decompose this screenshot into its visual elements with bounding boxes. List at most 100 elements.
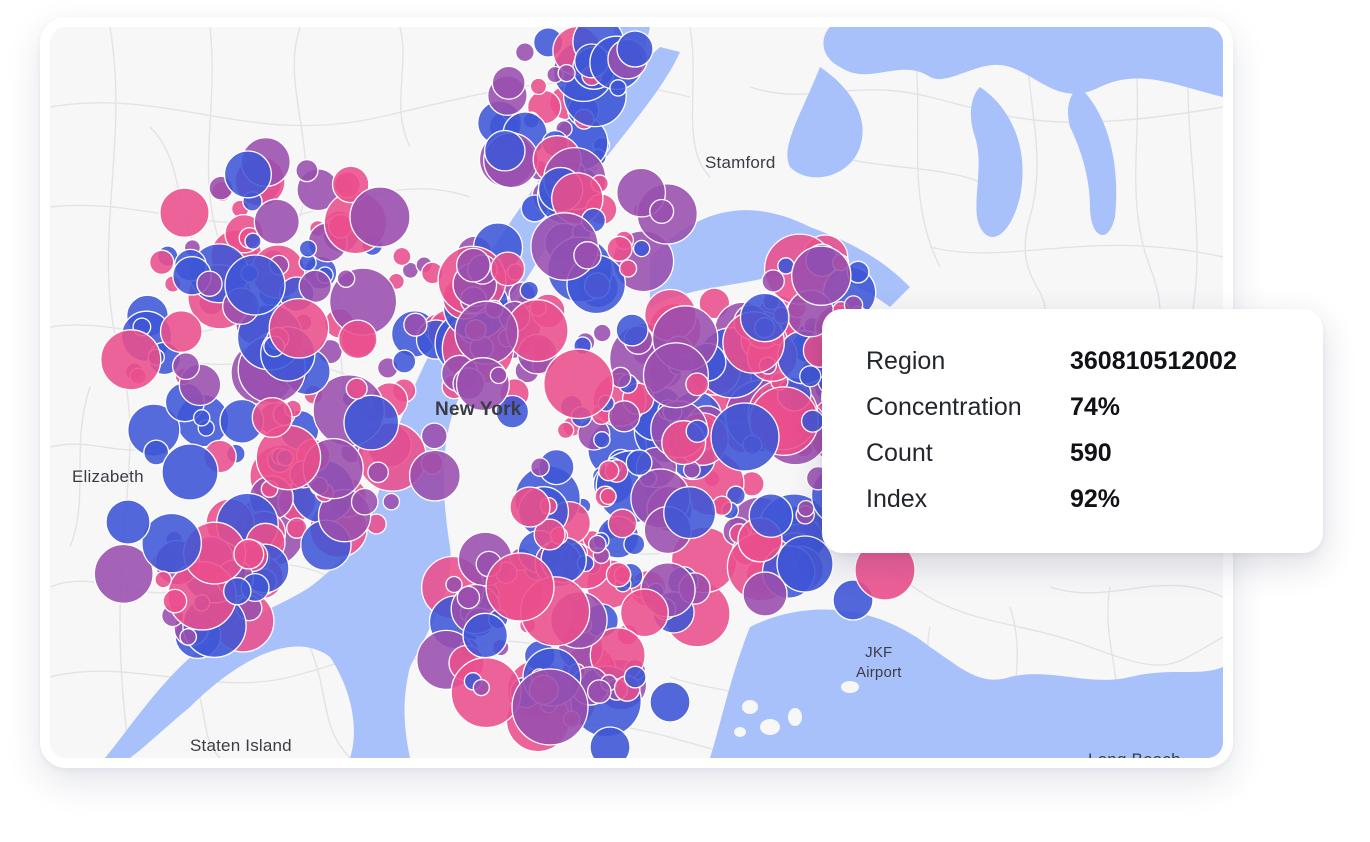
density-bubble[interactable] bbox=[154, 570, 173, 589]
density-bubble[interactable] bbox=[663, 486, 717, 540]
density-bubble[interactable] bbox=[345, 377, 368, 400]
density-bubble[interactable] bbox=[742, 571, 788, 617]
density-bubble[interactable] bbox=[233, 538, 265, 570]
density-bubble[interactable] bbox=[93, 543, 154, 604]
density-bubble[interactable] bbox=[392, 246, 412, 267]
density-bubble[interactable] bbox=[592, 323, 612, 343]
density-bubble[interactable] bbox=[800, 409, 825, 433]
density-bubble[interactable] bbox=[573, 241, 602, 270]
density-bubble[interactable] bbox=[649, 198, 675, 224]
density-bubble[interactable] bbox=[192, 409, 211, 427]
density-bubble[interactable] bbox=[489, 366, 508, 385]
density-bubble[interactable] bbox=[511, 668, 589, 746]
density-bubble[interactable] bbox=[623, 533, 646, 556]
density-bubble[interactable] bbox=[625, 449, 653, 477]
density-bubble[interactable] bbox=[223, 576, 252, 606]
density-bubble[interactable] bbox=[331, 165, 370, 204]
density-bubble[interactable] bbox=[420, 422, 448, 450]
density-bubble[interactable] bbox=[685, 419, 710, 443]
density-bubble[interactable] bbox=[483, 129, 526, 172]
density-bubble[interactable] bbox=[543, 348, 614, 420]
density-bubble[interactable] bbox=[295, 158, 319, 183]
density-bubble[interactable] bbox=[454, 300, 519, 365]
density-bubble[interactable] bbox=[251, 396, 293, 439]
density-bubble[interactable] bbox=[179, 628, 198, 646]
density-bubble[interactable] bbox=[392, 349, 417, 374]
density-bubble[interactable] bbox=[337, 319, 378, 360]
density-bubble[interactable] bbox=[490, 251, 526, 287]
density-bubble[interactable] bbox=[593, 431, 611, 449]
density-bubble[interactable] bbox=[649, 681, 691, 723]
density-bubble[interactable] bbox=[403, 312, 428, 337]
density-bubble[interactable] bbox=[609, 79, 627, 97]
density-bubble[interactable] bbox=[141, 512, 202, 574]
density-bubble[interactable] bbox=[605, 561, 632, 588]
density-bubbles[interactable] bbox=[93, 27, 916, 758]
density-bubble[interactable] bbox=[143, 439, 170, 466]
density-bubble[interactable] bbox=[533, 518, 566, 551]
density-bubble[interactable] bbox=[244, 232, 262, 250]
density-bubble[interactable] bbox=[557, 63, 576, 83]
density-bubble[interactable] bbox=[761, 269, 785, 293]
density-bubble[interactable] bbox=[739, 292, 790, 343]
density-bubble[interactable] bbox=[350, 487, 379, 516]
density-bubble[interactable] bbox=[776, 535, 834, 593]
density-bubble[interactable] bbox=[632, 239, 651, 258]
density-bubble[interactable] bbox=[530, 457, 550, 477]
density-bubble[interactable] bbox=[408, 449, 461, 502]
density-bubble[interactable] bbox=[748, 493, 794, 538]
density-bubble[interactable] bbox=[382, 492, 401, 511]
density-bubble[interactable] bbox=[529, 77, 548, 96]
density-bubble[interactable] bbox=[298, 269, 332, 304]
density-bubble[interactable] bbox=[253, 198, 300, 245]
density-bubble[interactable] bbox=[159, 187, 210, 238]
density-bubble[interactable] bbox=[171, 352, 201, 381]
density-bubble[interactable] bbox=[336, 269, 356, 288]
density-bubble[interactable] bbox=[343, 394, 400, 451]
density-bubble[interactable] bbox=[599, 487, 617, 506]
density-bubble[interactable] bbox=[223, 150, 272, 199]
density-bubble[interactable] bbox=[105, 499, 151, 545]
density-bubble[interactable] bbox=[472, 678, 490, 697]
density-bubble[interactable] bbox=[598, 460, 620, 482]
density-bubble[interactable] bbox=[623, 665, 647, 689]
density-bubble[interactable] bbox=[196, 270, 223, 297]
density-bubble[interactable] bbox=[495, 394, 530, 429]
density-bubble[interactable] bbox=[791, 245, 852, 306]
density-bubble[interactable] bbox=[606, 235, 633, 262]
density-bubble[interactable] bbox=[455, 247, 491, 283]
density-bubble[interactable] bbox=[162, 588, 188, 614]
density-bubble[interactable] bbox=[224, 254, 286, 316]
density-bubble[interactable] bbox=[519, 280, 540, 301]
density-bubble[interactable] bbox=[100, 329, 162, 391]
density-bubble[interactable] bbox=[615, 313, 649, 347]
density-bubble[interactable] bbox=[161, 443, 219, 501]
density-bubble[interactable] bbox=[587, 534, 607, 554]
density-bubble[interactable] bbox=[589, 726, 631, 758]
density-bubble[interactable] bbox=[556, 421, 575, 440]
density-bubble[interactable] bbox=[485, 552, 555, 622]
density-bubble[interactable] bbox=[148, 249, 175, 276]
density-bubble[interactable] bbox=[268, 297, 330, 359]
tooltip-row-region: Region 360810512002 bbox=[866, 347, 1306, 379]
density-bubble[interactable] bbox=[509, 486, 551, 528]
density-bubble[interactable] bbox=[491, 65, 526, 100]
density-bubble[interactable] bbox=[159, 310, 203, 353]
density-bubble[interactable] bbox=[607, 508, 638, 539]
density-bubble[interactable] bbox=[367, 461, 389, 484]
density-bubble[interactable] bbox=[616, 30, 654, 68]
density-bubble[interactable] bbox=[797, 499, 815, 518]
density-bubble[interactable] bbox=[462, 612, 509, 659]
density-bubble[interactable] bbox=[514, 42, 535, 63]
density-bubble[interactable] bbox=[349, 186, 411, 248]
density-bubble[interactable] bbox=[586, 679, 612, 704]
density-bubble[interactable] bbox=[445, 575, 463, 594]
density-bubble[interactable] bbox=[618, 259, 638, 278]
density-bubble[interactable] bbox=[685, 372, 710, 397]
density-bubble[interactable] bbox=[608, 400, 641, 433]
density-bubble[interactable] bbox=[619, 588, 669, 638]
density-bubble[interactable] bbox=[456, 585, 481, 610]
density-bubble[interactable] bbox=[298, 239, 318, 258]
density-bubble[interactable] bbox=[710, 402, 780, 472]
density-bubble[interactable] bbox=[799, 365, 822, 388]
